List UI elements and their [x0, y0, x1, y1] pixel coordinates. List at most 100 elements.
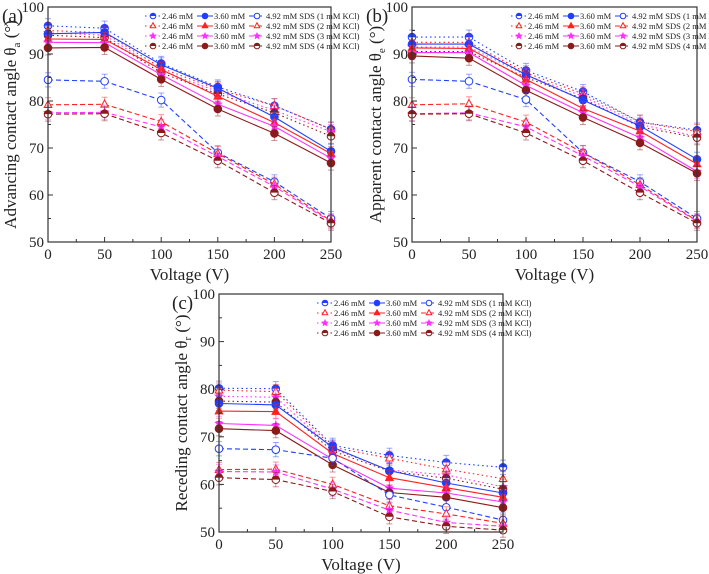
y-tick-label: 70 [393, 141, 408, 157]
legend-label: 2.46 mM [528, 41, 560, 51]
y-tick-label: 100 [22, 0, 45, 16]
legend-label: 2.46 mM [528, 21, 560, 31]
x-tick-label: 50 [462, 247, 477, 263]
marker-half-fill [465, 33, 473, 38]
y-tick-label: 80 [393, 94, 408, 110]
x-tick-label: 50 [97, 247, 112, 263]
legend-label: 2.46 mM [162, 31, 194, 41]
series-line [218, 389, 504, 480]
legend-label: 2.46 mM [334, 298, 366, 308]
series-dashed-8 [214, 441, 508, 528]
series-dashed-8 [407, 71, 702, 227]
legend-label: 2.46 mM [528, 31, 560, 41]
y-axis-label: Apparent contact angle θe (°) [366, 26, 388, 223]
series-line [218, 402, 504, 494]
marker-circle [270, 129, 279, 138]
x-tick-label: 200 [435, 537, 458, 553]
legend-label: 2.46 mM [334, 308, 366, 318]
x-tick-label: 150 [378, 537, 401, 553]
marker-circle [521, 95, 531, 104]
marker-star [618, 31, 628, 40]
marker-circle [619, 12, 627, 20]
series-dashed-9 [214, 461, 508, 532]
y-axis-label-main: Advancing contact angle θ [1, 47, 20, 228]
legend-label: 3.60 mM [386, 308, 418, 318]
marker-half-fill [100, 109, 109, 114]
marker-circle [464, 76, 474, 86]
marker-triangle [567, 21, 575, 29]
series-line [47, 79, 332, 219]
marker-circle [373, 299, 381, 307]
series-line [218, 422, 504, 503]
series-line [47, 103, 332, 222]
series-solid-7 [43, 39, 336, 171]
y-tick-label: 50 [200, 525, 215, 541]
series-solid-7 [214, 421, 508, 516]
series-solid-7 [407, 48, 702, 181]
marker-star [320, 318, 330, 327]
marker-triangle [271, 406, 281, 415]
y-axis-label-unit: (°) [1, 20, 20, 42]
legend-label: 3.60 mM [580, 41, 612, 51]
legend-label: 4.92 mM SDS (2 mM KCl) [632, 21, 709, 31]
panel-label: (b) [366, 6, 388, 27]
marker-circle [425, 299, 433, 307]
marker-half-fill [254, 43, 260, 46]
series-dashed-11 [407, 106, 702, 231]
marker-circle [213, 104, 223, 114]
legend-label: 2.46 mM [162, 11, 194, 21]
y-tick-label: 90 [393, 47, 408, 63]
series-line [47, 32, 332, 133]
series-line [47, 41, 332, 159]
y-axis-label-main: Apparent contact angle θ [366, 53, 385, 223]
marker-circle [328, 453, 337, 463]
marker-triangle [149, 21, 157, 29]
y-axis-label-unit: (°) [366, 26, 385, 48]
y-tick-label: 80 [200, 382, 215, 398]
y-tick-label: 50 [29, 235, 44, 251]
marker-triangle [441, 508, 451, 518]
marker-half-fill [516, 13, 522, 16]
y-tick-label: 70 [29, 141, 44, 157]
y-axis-label: Advancing contact angle θa (°) [1, 20, 23, 229]
series-line [411, 55, 698, 174]
series-solid-6 [42, 34, 337, 166]
marker-circle [100, 43, 109, 52]
series-line [412, 43, 698, 160]
series-line [47, 38, 332, 155]
marker-circle [373, 329, 381, 337]
legend-label: 4.92 mM SDS (1 mM KCl) [632, 11, 709, 21]
legend-label: 2.46 mM [528, 11, 560, 21]
x-tick-label: 0 [215, 537, 223, 553]
marker-circle [521, 85, 531, 95]
y-tick-label: 60 [200, 477, 215, 493]
series-dotted-0 [214, 380, 508, 475]
marker-half-fill [100, 24, 109, 29]
marker-half-fill [157, 129, 165, 133]
x-tick-label: 100 [321, 537, 344, 553]
marker-circle [464, 53, 474, 63]
legend-label: 4.92 mM SDS (4 mM KCl) [266, 41, 360, 51]
legend: 2.46 mM2.46 mM2.46 mM2.46 mM3.60 mM3.60 … [317, 298, 532, 338]
x-tick-label: 250 [320, 247, 343, 263]
legend: 2.46 mM2.46 mM2.46 mM2.46 mM3.60 mM3.60 … [145, 11, 360, 51]
marker-triangle [515, 21, 523, 29]
series-line [218, 387, 504, 468]
y-axis-label-sub: r [182, 337, 194, 341]
series-line [218, 410, 504, 498]
legend-label: 4.92 mM SDS (3 mM KCl) [266, 31, 360, 41]
y-axis-label-main: Receding contact angle θ [172, 341, 191, 512]
marker-triangle [321, 308, 329, 316]
legend: 2.46 mM2.46 mM2.46 mM2.46 mM3.60 mM3.60 … [511, 11, 709, 51]
series-line [412, 51, 698, 139]
series-line [218, 448, 504, 521]
marker-star [269, 121, 280, 131]
legend-label: 4.92 mM SDS (1 mM KCl) [438, 298, 532, 308]
marker-half-fill [270, 108, 279, 113]
legend-label: 2.46 mM [162, 21, 194, 31]
marker-star [270, 466, 281, 477]
series-line [411, 112, 698, 222]
series-dotted-3 [407, 44, 702, 146]
x-axis-label: Voltage (V) [321, 555, 400, 574]
